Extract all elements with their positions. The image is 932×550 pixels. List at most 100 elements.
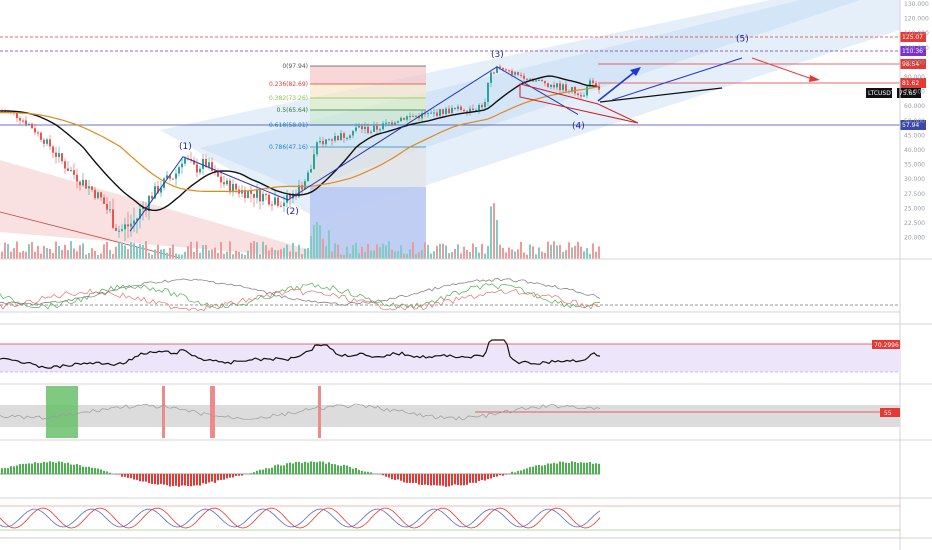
candle-body [340, 133, 342, 141]
volume-bar [130, 242, 132, 259]
candle-body [277, 197, 279, 206]
projection-path-5 [611, 57, 743, 101]
histogram-bar [136, 474, 138, 480]
histogram-bar [574, 462, 576, 474]
volume-bar [118, 242, 120, 259]
candle-body [367, 126, 369, 133]
price-axis-tick: 130.000 [904, 1, 929, 8]
volume-bar [151, 254, 153, 259]
dmi-pane[interactable] [0, 278, 900, 313]
volume-bar [232, 254, 234, 259]
histogram-bar [13, 466, 15, 474]
main-pane[interactable]: 0(97.94) 0.236(82.69) 0.382(73.26) 0.5(65.6… [0, 0, 929, 259]
volume-bar [388, 241, 390, 259]
histogram-bar [337, 465, 339, 474]
last-price-tag: LTCUSDT 75.65 [866, 88, 921, 98]
histogram-bar [208, 474, 210, 483]
volume-bar [316, 221, 318, 259]
candle-body [85, 179, 87, 189]
candle-body [502, 67, 504, 70]
histogram-bar [184, 474, 186, 486]
histogram-bar [514, 472, 516, 474]
candle-body [409, 116, 411, 118]
histogram-bar [295, 461, 297, 474]
threshold-pane[interactable]: 55 [0, 386, 900, 438]
histogram-bar [73, 464, 75, 474]
histogram-bar [421, 474, 423, 486]
histogram-bar [16, 465, 18, 474]
volume-bar [556, 245, 558, 259]
histogram-bar [316, 462, 318, 474]
candle-body [199, 168, 201, 173]
volume-bar [124, 245, 126, 259]
candle-body [292, 193, 294, 199]
candle-body [19, 118, 21, 121]
level-98-label: 98.54 [902, 61, 919, 68]
candle-body [445, 108, 447, 114]
histogram-bar [448, 474, 450, 487]
histogram-bar [76, 464, 78, 474]
histogram-bar [88, 466, 90, 474]
volume-bar [100, 253, 102, 259]
candle-body [520, 74, 522, 76]
volume-bar [193, 252, 195, 259]
histogram-bar [460, 474, 462, 486]
histogram-bar [583, 462, 585, 474]
histogram-bar [205, 474, 207, 484]
candle-body [361, 126, 363, 130]
candle-body [376, 125, 378, 130]
histogram-bar [517, 470, 519, 474]
candle-body [466, 110, 468, 112]
volume-bar [361, 246, 363, 259]
candle-body [511, 70, 513, 75]
volume-bar [442, 243, 444, 259]
candle-body [211, 162, 213, 171]
price-axis[interactable]: 130.000 120.000 110.000 100.000 90.000 80.000… [904, 1, 929, 242]
histogram-bar [571, 461, 573, 474]
histogram-bar [403, 474, 405, 483]
volume-bar [544, 253, 546, 259]
histogram-bar [58, 461, 60, 474]
histogram-bar [109, 472, 111, 474]
histogram-bar [286, 463, 288, 474]
histogram-bar [31, 463, 33, 474]
candle-body [139, 208, 141, 219]
candle-body [451, 107, 453, 114]
candle-body [586, 86, 588, 96]
candle-body [448, 108, 450, 114]
candle-body [529, 78, 531, 80]
histogram-bar [505, 474, 507, 475]
candle-body [394, 122, 396, 125]
volume-bar [79, 245, 81, 259]
candle-body [583, 95, 585, 97]
candle-body [184, 158, 186, 164]
volume-bar [433, 251, 435, 259]
candle-body [262, 193, 264, 202]
candle-body [592, 80, 594, 84]
candle-body [427, 113, 429, 115]
candle-body [160, 187, 162, 193]
candle-body [523, 75, 525, 79]
volume-bar [589, 254, 591, 259]
candle-body [406, 116, 408, 120]
volume-bar [439, 243, 441, 259]
histogram-bar [172, 474, 174, 486]
volume-bar [277, 250, 279, 259]
level-110-tag: 110.36 [900, 46, 926, 56]
candle-body [388, 122, 390, 124]
histogram-bar [19, 464, 21, 474]
histogram-bar [544, 465, 546, 474]
volume-bar [391, 249, 393, 259]
cycle-line-red [0, 507, 601, 529]
histogram-bar [556, 463, 558, 474]
dmi-minus-line [0, 288, 601, 312]
rsi-pane[interactable]: 70.2996 [0, 339, 900, 373]
histogram-bar [262, 469, 264, 474]
volume-bar [280, 249, 282, 259]
candle-body [133, 220, 135, 224]
cycle-pane[interactable] [0, 505, 900, 531]
histogram-bar [157, 474, 159, 485]
volume-bar [238, 251, 240, 259]
histogram-bar [322, 461, 324, 474]
